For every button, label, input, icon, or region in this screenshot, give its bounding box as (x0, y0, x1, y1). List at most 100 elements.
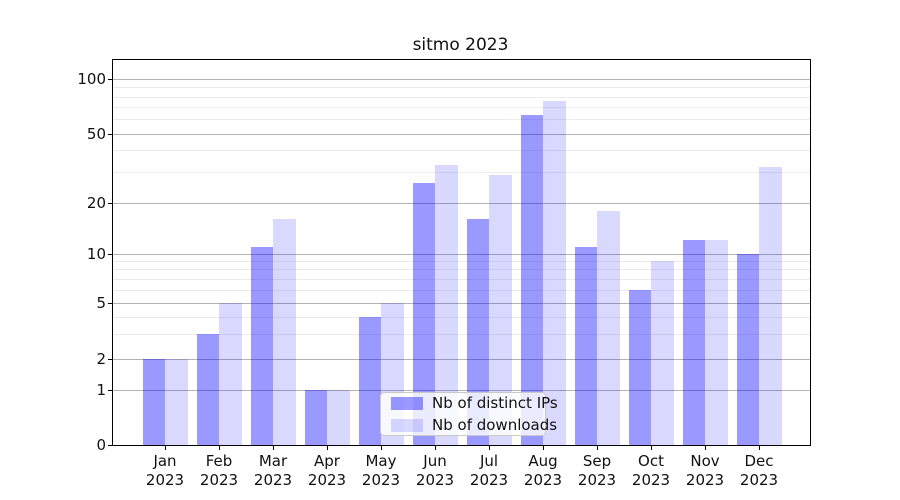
x-tick-label-mar: Mar 2023 (231, 452, 315, 490)
minor-gridline (113, 333, 810, 335)
bar-downloads-mar (273, 219, 296, 445)
month-label: May (365, 452, 397, 470)
x-tick-mark (543, 446, 544, 450)
bar-downloads-apr (327, 389, 350, 445)
minor-gridline (113, 119, 810, 121)
bar-downloads-jul (489, 174, 512, 445)
minor-gridline (113, 278, 810, 280)
bar-distinct-ips-apr (304, 389, 327, 445)
bar-downloads-jan (165, 358, 188, 445)
bar-downloads-nov (705, 240, 728, 445)
month-label: Mar (258, 452, 288, 470)
y-tick-label: 2 (96, 349, 106, 368)
x-tick-label-feb: Feb 2023 (177, 452, 261, 490)
y-tick-label: 0 (96, 436, 106, 454)
x-tick-label-dec: Dec 2023 (717, 452, 801, 490)
legend-item-downloads: Nb of downloads (391, 416, 557, 434)
x-tick-mark (597, 446, 598, 450)
major-gridline (113, 303, 810, 304)
bar-downloads-sep (597, 210, 620, 445)
bar-distinct-ips-mar (250, 246, 273, 445)
month-label: Apr (314, 452, 340, 470)
y-tick-label: 5 (96, 294, 106, 312)
legend-label: Nb of downloads (432, 416, 558, 434)
bar-distinct-ips-jun (412, 183, 435, 445)
legend-swatch-light (391, 418, 423, 432)
legend-swatch-dark (391, 396, 423, 410)
month-label: Aug (528, 452, 558, 470)
year-label: 2023 (253, 471, 293, 489)
x-tick-mark (489, 446, 490, 450)
bar-distinct-ips-nov (682, 240, 705, 445)
bar-distinct-ips-jul (466, 219, 489, 445)
month-label: Jul (479, 452, 499, 470)
x-tick-label-sep: Sep 2023 (555, 452, 639, 490)
month-label: Nov (690, 452, 720, 470)
minor-gridline (113, 172, 810, 174)
x-tick-mark (381, 446, 382, 450)
month-label: Jan (153, 452, 177, 470)
bar-distinct-ips-sep (574, 246, 597, 445)
y-tick-mark (108, 389, 112, 391)
year-label: 2023 (685, 471, 725, 489)
x-tick-mark (651, 446, 652, 450)
minor-gridline (113, 261, 810, 263)
minor-gridline (113, 316, 810, 318)
minor-gridline (113, 87, 810, 89)
major-gridline (113, 389, 810, 391)
minor-gridline (113, 269, 810, 271)
x-tick-label-jan: Jan 2023 (123, 452, 207, 490)
bar-distinct-ips-dec (736, 253, 759, 445)
x-tick-mark (273, 446, 274, 450)
minor-gridline (113, 150, 810, 152)
major-gridline (113, 203, 810, 204)
y-tick-mark (108, 303, 112, 304)
y-tick-label: 50 (86, 124, 106, 143)
y-tick-mark (108, 253, 112, 255)
minor-gridline (113, 107, 810, 109)
plot-area (112, 59, 811, 446)
month-label: Jun (423, 452, 447, 470)
month-label: Feb (205, 452, 233, 470)
x-tick-label-aug: Aug 2023 (501, 452, 585, 490)
month-label: Sep (582, 452, 612, 470)
y-tick-label: 10 (86, 244, 106, 263)
bar-distinct-ips-oct (628, 289, 651, 445)
x-tick-mark (219, 446, 220, 450)
major-gridline (113, 133, 810, 135)
year-label: 2023 (415, 471, 455, 489)
y-tick-label: 1 (96, 380, 106, 399)
y-tick-mark (108, 133, 112, 135)
year-label: 2023 (739, 471, 779, 489)
x-tick-mark (165, 446, 166, 450)
bar-distinct-ips-jan (142, 358, 165, 445)
x-tick-mark (759, 446, 760, 450)
x-tick-label-may: May 2023 (339, 452, 423, 490)
y-tick-mark (108, 358, 112, 360)
minor-gridline (113, 289, 810, 291)
major-gridline (113, 253, 810, 255)
bar-distinct-ips-may (358, 316, 381, 445)
y-tick-mark (108, 79, 112, 80)
major-gridline (113, 358, 810, 360)
bar-distinct-ips-feb (196, 333, 219, 445)
month-label: Dec (744, 452, 774, 470)
year-label: 2023 (577, 471, 617, 489)
x-tick-mark (435, 446, 436, 450)
y-tick-label: 100 (77, 70, 106, 88)
year-label: 2023 (361, 471, 401, 489)
bar-downloads-feb (219, 303, 242, 445)
legend-item-distinct-ips: Nb of distinct IPs (391, 394, 558, 412)
year-label: 2023 (199, 471, 239, 489)
bar-distinct-ips-aug (520, 115, 543, 445)
year-label: 2023 (469, 471, 509, 489)
y-tick-label: 20 (86, 194, 106, 212)
y-tick-mark (108, 203, 112, 204)
x-tick-label-apr: Apr 2023 (285, 452, 369, 490)
legend: Nb of distinct IPs Nb of downloads (380, 392, 558, 436)
year-label: 2023 (523, 471, 563, 489)
year-label: 2023 (631, 471, 671, 489)
x-tick-label-nov: Nov 2023 (663, 452, 747, 490)
x-tick-mark (705, 446, 706, 450)
